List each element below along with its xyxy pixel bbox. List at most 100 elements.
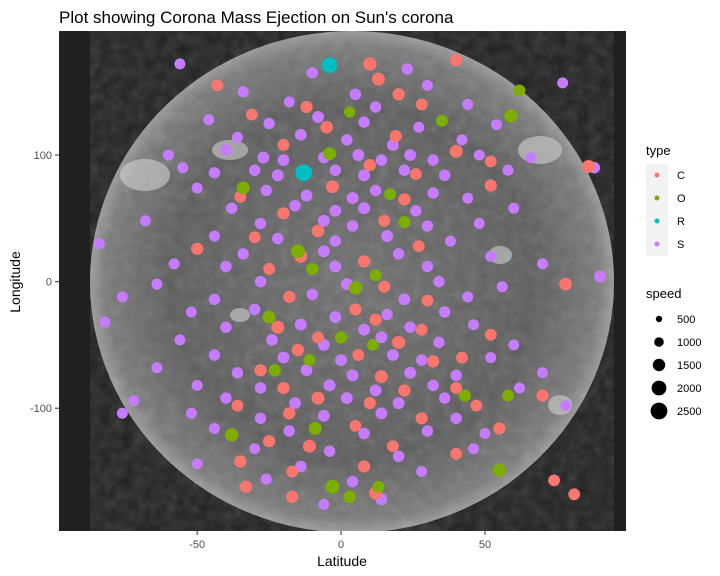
point-s: [594, 270, 607, 283]
point-s: [375, 331, 388, 344]
point-s: [427, 187, 439, 199]
point-s: [346, 475, 359, 488]
x-tick-label: 50: [479, 539, 491, 551]
point-c: [239, 480, 253, 493]
point-s: [416, 466, 428, 477]
point-s: [249, 303, 261, 316]
point-s: [358, 169, 371, 182]
point-c: [470, 399, 483, 412]
point-o: [268, 364, 281, 377]
point-s: [358, 202, 371, 215]
point-s: [349, 88, 362, 100]
point-s: [421, 425, 434, 437]
point-o: [513, 84, 526, 97]
point-s: [174, 334, 186, 346]
point-s: [404, 149, 417, 161]
point-s: [473, 149, 485, 161]
point-s: [225, 202, 238, 214]
point-o: [384, 188, 396, 201]
point-s: [257, 151, 270, 164]
point-s: [346, 369, 359, 382]
point-o: [366, 339, 379, 351]
legend-speed-label: 2500: [677, 406, 701, 418]
point-c: [456, 351, 468, 364]
legend-key-s: [654, 241, 660, 247]
point-o: [435, 114, 448, 127]
legend-key-bg: [646, 164, 668, 256]
point-c: [415, 323, 428, 336]
legend-key-o: [654, 195, 660, 201]
data-points: [93, 53, 607, 510]
point-s: [369, 101, 382, 113]
legend-label-r: R: [677, 216, 685, 228]
point-c: [450, 447, 463, 460]
x-tick-label: 0: [338, 539, 344, 551]
point-o: [225, 428, 239, 442]
point-c: [450, 382, 463, 394]
point-s: [462, 291, 474, 303]
point-c: [450, 53, 463, 67]
point-o: [334, 331, 348, 344]
point-s: [220, 392, 232, 404]
point-c: [409, 168, 422, 180]
point-s: [300, 364, 313, 377]
point-c: [277, 139, 290, 151]
point-r: [295, 164, 313, 182]
point-c: [374, 370, 388, 384]
point-s: [398, 164, 411, 176]
point-c: [245, 108, 258, 121]
point-s: [352, 149, 365, 161]
point-c: [484, 328, 497, 341]
point-o: [236, 181, 250, 195]
point-s: [289, 397, 301, 410]
point-s: [249, 443, 261, 455]
plot-panel: [59, 31, 626, 531]
point-s: [381, 230, 394, 242]
point-c: [262, 435, 276, 448]
point-c: [357, 460, 371, 473]
point-c: [325, 180, 339, 194]
point-c: [300, 100, 313, 114]
x-axis-title: Latitude: [317, 553, 367, 569]
y-axis: -100 0 100: [30, 150, 59, 415]
point-s: [462, 98, 474, 110]
point-s: [381, 308, 393, 321]
point-s: [168, 258, 180, 270]
point-s: [404, 321, 416, 333]
point-c: [349, 303, 362, 316]
point-s: [525, 152, 537, 164]
point-s: [237, 248, 249, 260]
point-s: [231, 367, 244, 379]
legend-key-c: [654, 172, 660, 178]
legend-speed-label: 1000: [677, 337, 701, 349]
point-s: [191, 379, 203, 391]
point-c: [369, 313, 382, 326]
point-s: [237, 86, 249, 98]
point-c: [277, 207, 290, 220]
point-c: [427, 355, 440, 368]
point-s: [502, 164, 514, 176]
legend-key-r: [654, 218, 660, 224]
point-c: [378, 214, 391, 227]
point-s: [329, 235, 342, 247]
point-s: [508, 202, 520, 214]
point-s: [231, 131, 243, 143]
point-s: [537, 258, 549, 270]
point-c: [484, 179, 497, 192]
point-c: [211, 79, 224, 92]
point-o: [262, 310, 276, 324]
point-c: [286, 465, 299, 478]
point-o: [306, 262, 319, 276]
y-tick-label: 100: [34, 150, 52, 162]
point-s: [185, 306, 197, 318]
point-c: [302, 439, 316, 453]
point-c: [398, 193, 411, 206]
point-o: [398, 216, 411, 229]
point-s: [294, 318, 307, 331]
point-o: [372, 480, 385, 493]
point-s: [467, 443, 479, 455]
point-s: [456, 134, 468, 146]
point-s: [433, 275, 445, 288]
point-c: [415, 412, 428, 425]
point-c: [363, 57, 377, 71]
